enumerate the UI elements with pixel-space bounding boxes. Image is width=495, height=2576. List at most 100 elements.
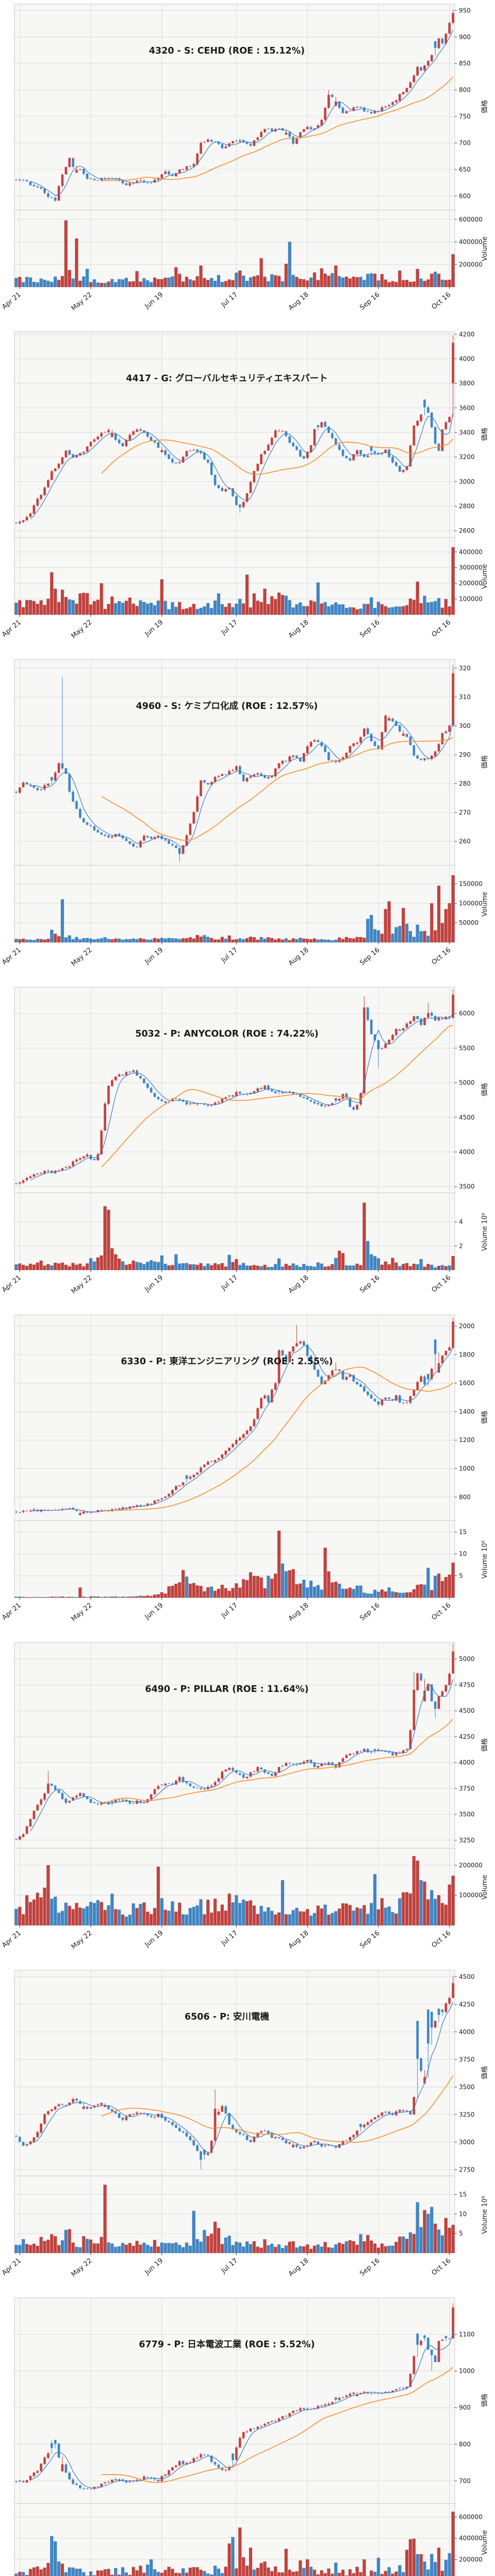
axis-ticks: [19, 1658, 457, 1927]
x-tick-label: Aug 18: [287, 291, 310, 312]
volume-tick-label: 600000: [459, 2513, 483, 2520]
ma-short-line: [30, 30, 454, 196]
volume-tick-label: 300000: [459, 564, 483, 571]
price-tick-label: 4000: [459, 1148, 475, 1156]
price-tick-label: 3500: [459, 1183, 475, 1190]
price-tick-label: 600: [459, 192, 471, 199]
ma-short-line: [30, 412, 454, 520]
axis-ticks: [19, 1326, 457, 1600]
chart-title: 4960 - S: ケミプロ化成 (ROE : 12.57%): [136, 701, 318, 711]
x-tick-label: Sep 16: [358, 1274, 381, 1295]
ma-long-line: [101, 737, 454, 841]
price-axis-label: 価格: [481, 1738, 489, 1752]
volume-tick-label: 200000: [459, 1861, 483, 1869]
chart-title: 4417 - G: グローバルセキュリティエキスパート: [126, 373, 327, 384]
x-tick-label: Sep 16: [358, 1929, 381, 1951]
volume-axis-label: Volume: [481, 1875, 489, 1900]
price-tick-label: 4200: [459, 331, 475, 338]
x-tick-label: Apr 21: [1, 291, 23, 311]
x-tick-label: Jul 17: [220, 619, 239, 637]
price-tick-label: 800: [459, 87, 471, 94]
grid-lines: [14, 332, 455, 615]
stock-chart-4417: 2600 2800 3000 3200 3400 3600 3800 4000 4200 1000…: [0, 328, 495, 655]
volume-axis-label: Volume: [481, 2530, 489, 2555]
stock-chart-5032: 3500 4000 4500 5000 5500 6000 2 4 Apr 21 May 22 Ju…: [0, 983, 495, 1311]
price-tick-label: 4750: [459, 1681, 475, 1688]
stock-chart-6330: 800 1000 1200 1400 1600 1800 2000 5 10 15 Apr 21 Ma…: [0, 1311, 495, 1638]
price-tick-label: 3500: [459, 2083, 475, 2091]
price-tick-label: 260: [459, 838, 471, 845]
volume-tick-label: 200000: [459, 580, 483, 587]
chart-canvas: 70080090010001100200000400000600000Apr 2…: [14, 2297, 489, 2576]
x-tick-label: May 22: [70, 619, 94, 640]
volume-bars-group: [14, 547, 455, 615]
x-tick-label: Oct 16: [431, 1274, 453, 1294]
plot-background: [14, 2297, 455, 2576]
price-tick-label: 900: [459, 2404, 471, 2411]
x-tick-label: Aug 18: [287, 946, 310, 968]
price-tick-label: 1400: [459, 1408, 475, 1415]
stock-chart-6779: 70080090010001100200000400000600000Apr 2…: [0, 2294, 495, 2576]
chart-canvas: 3250 3500 3750 4000 4250 4500 4750 5000 100000 20…: [1, 1642, 489, 1951]
price-tick-label: 700: [459, 2477, 471, 2484]
price-axis-label: 価格: [481, 1411, 489, 1424]
plot-background: [14, 659, 455, 943]
volume-tick-label: 400000: [459, 2535, 483, 2542]
ma-short-line: [30, 2002, 454, 2154]
ma-long-line: [101, 1719, 454, 1805]
chart-canvas: 2750 3000 3250 3500 3750 4000 4250 4500 5 10 15 Apr…: [1, 1970, 489, 2279]
x-tick-label: May 22: [70, 1274, 94, 1296]
price-tick-label: 3200: [459, 453, 475, 461]
volume-bars-group: [14, 1856, 455, 1926]
x-tick-label: Apr 21: [1, 2257, 23, 2277]
chart-title: 4320 - S: CEHD (ROE : 15.12%): [149, 46, 305, 56]
volume-axis-label: Volume 10⁶: [481, 1540, 489, 1579]
plot-background: [14, 1314, 455, 1598]
volume-tick-label: 15: [459, 2191, 467, 2198]
candle-bodies-group: [15, 1983, 454, 2160]
price-tick-label: 950: [459, 7, 471, 14]
x-tick-label: Apr 21: [1, 1274, 23, 1294]
volume-axis-label: Volume 10⁶: [481, 2196, 489, 2234]
price-tick-label: 1800: [459, 1351, 475, 1358]
price-tick-label: 750: [459, 113, 471, 120]
price-tick-label: 6000: [459, 1010, 475, 1017]
price-tick-label: 2600: [459, 527, 475, 534]
price-tick-label: 3000: [459, 478, 475, 485]
stock-chart-6506: 2750 3000 3250 3500 3750 4000 4250 4500 5 10 15 Apr…: [0, 1966, 495, 2294]
volume-axis-label: Volume 10⁶: [481, 1213, 489, 1251]
price-axis-label: 価格: [481, 1083, 489, 1096]
ma-short-line: [30, 1345, 454, 1513]
price-tick-label: 310: [459, 693, 471, 701]
candle-bodies-group: [15, 2307, 454, 2489]
ma-long-line: [101, 1025, 453, 1167]
price-tick-label: 800: [459, 2441, 471, 2448]
x-tick-label: Jun 19: [143, 946, 165, 966]
price-tick-label: 270: [459, 809, 471, 816]
x-tick-label: Jun 19: [143, 619, 165, 638]
volume-tick-label: 50000: [459, 919, 478, 926]
chart-canvas: 260 270 280 290 300 310 320 50000 100000 150000 Ap…: [1, 659, 489, 968]
x-tick-label: Jun 19: [143, 1929, 165, 1949]
candle-bodies-group: [15, 13, 454, 201]
price-tick-label: 320: [459, 665, 471, 672]
axis-ticks: [19, 1976, 457, 2255]
x-tick-label: Jun 19: [143, 1274, 165, 1294]
x-tick-label: May 22: [70, 2257, 94, 2279]
chart-title: 6506 - P: 安川電機: [185, 2011, 270, 2022]
volume-tick-label: 4: [459, 1218, 463, 1226]
volume-tick-label: 600000: [459, 216, 483, 223]
x-tick-label: May 22: [70, 291, 94, 313]
volume-tick-label: 200000: [459, 261, 483, 268]
grid-lines: [14, 4, 455, 287]
stock-chart-4320: 600 650 700 750 800 850 900 950 200000 400000 6000…: [0, 0, 495, 328]
chart-canvas: 600 650 700 750 800 850 900 950 200000 400000 6000…: [1, 4, 489, 313]
volume-axis-label: Volume: [481, 892, 489, 917]
volume-axis-label: Volume: [481, 236, 489, 261]
volume-tick-label: 15: [459, 1529, 467, 1536]
chart-title: 6330 - P: 東洋エンジニアリング (ROE : 2.55%): [121, 1356, 333, 1367]
x-tick-label: Jun 19: [143, 1602, 165, 1621]
volume-tick-label: 10: [459, 2210, 467, 2217]
price-tick-label: 2800: [459, 502, 475, 510]
x-tick-label: Aug 18: [287, 619, 310, 640]
